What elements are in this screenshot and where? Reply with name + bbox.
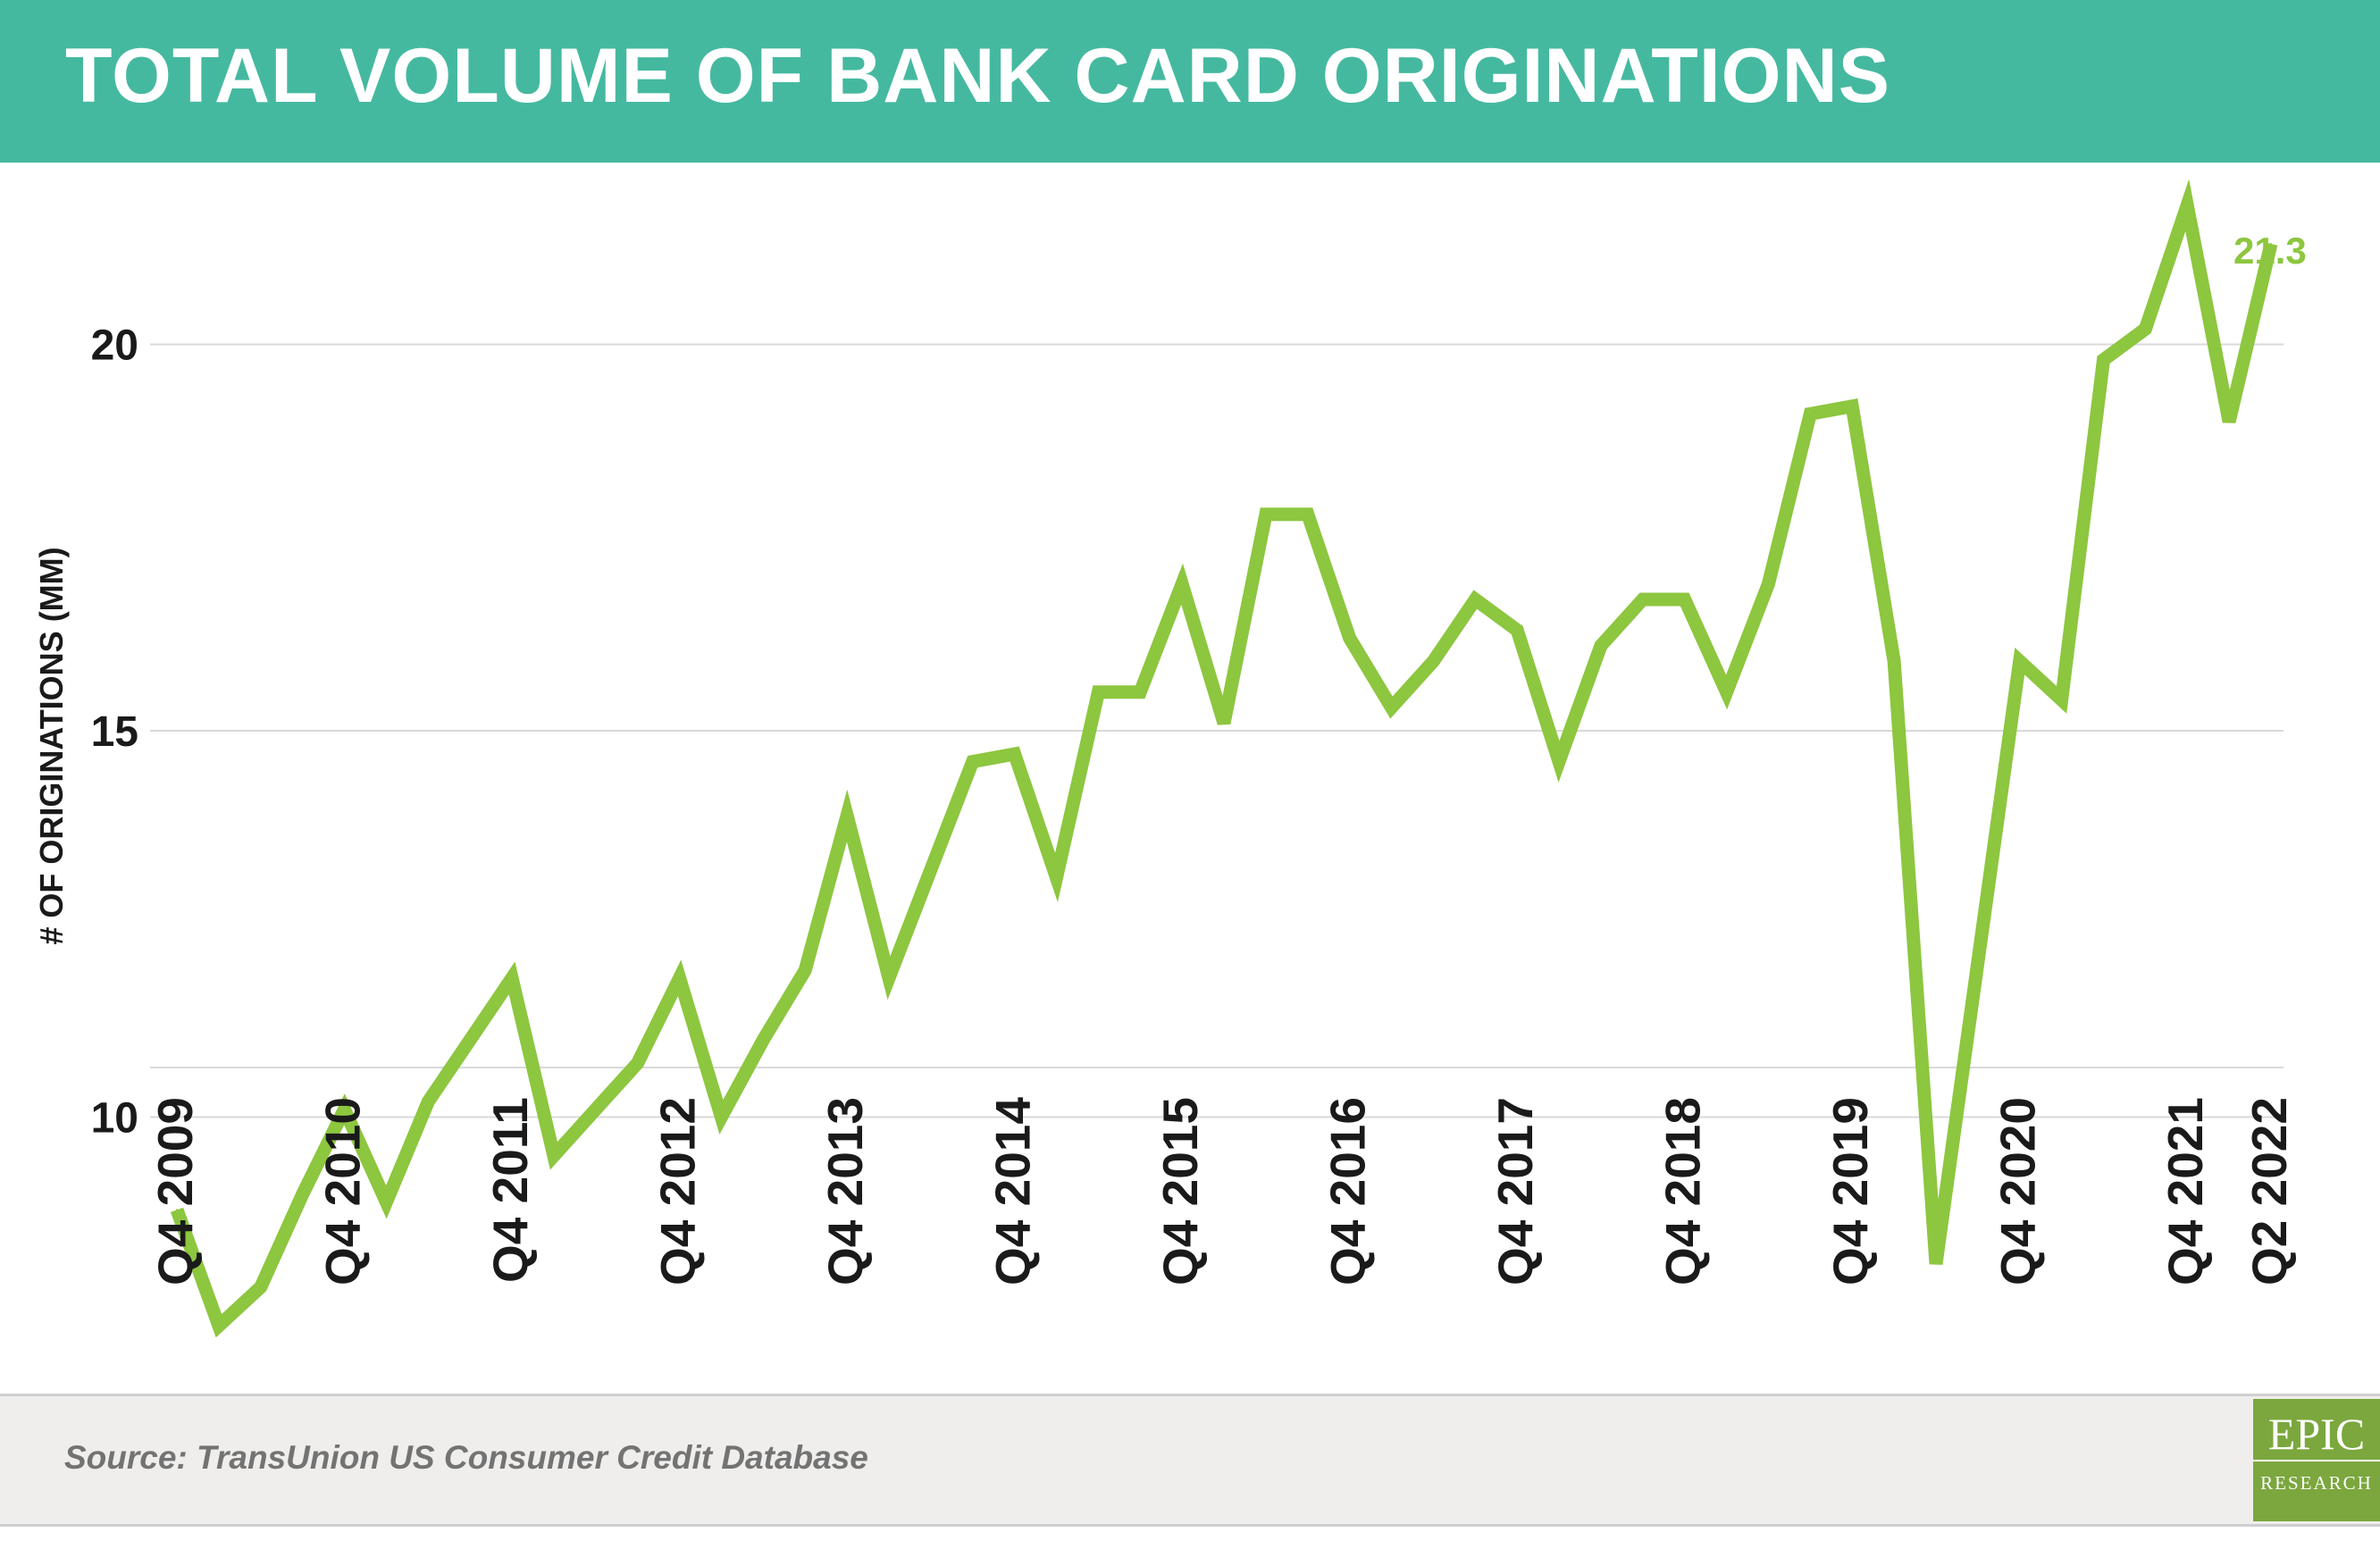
data-point bbox=[511, 976, 513, 979]
x-tick-label: Q4 2018 bbox=[1655, 1097, 1711, 1285]
data-point bbox=[1599, 644, 1602, 647]
data-points bbox=[176, 204, 2272, 1327]
data-point bbox=[176, 1209, 178, 1211]
data-point bbox=[678, 976, 681, 979]
data-point bbox=[888, 976, 890, 979]
data-point bbox=[1893, 660, 1896, 663]
y-tick-labels: 10 15 20 bbox=[91, 322, 138, 1143]
x-tick-labels: Q4 2009 Q4 2010 Q4 2011 Q4 2012 Q4 2013 Q4 20… bbox=[147, 1097, 2297, 1285]
source-note: Source: TransUnion US Consumer Credit Da… bbox=[64, 1439, 868, 1476]
gridlines bbox=[150, 343, 2284, 1118]
x-tick-label: Q4 2016 bbox=[1320, 1097, 1376, 1285]
data-point bbox=[2270, 243, 2272, 245]
title-banner: TOTAL VOLUME OF BANK CARD ORIGINATIONS bbox=[0, 0, 2380, 163]
data-point bbox=[1181, 582, 1184, 585]
x-tick-label: Q4 2020 bbox=[1990, 1097, 2046, 1285]
data-point bbox=[552, 1154, 555, 1157]
data-point bbox=[1264, 513, 1267, 515]
x-tick-label: Q4 2009 bbox=[147, 1097, 203, 1285]
data-point bbox=[1474, 599, 1477, 600]
data-point bbox=[1348, 637, 1351, 640]
data-point bbox=[594, 1108, 597, 1110]
data-point bbox=[1851, 405, 1854, 407]
data-point bbox=[1306, 513, 1309, 515]
x-tick-label: Q2 2022 bbox=[2242, 1097, 2297, 1285]
y-tick-label: 10 bbox=[91, 1095, 138, 1143]
x-tick-label: Q4 2014 bbox=[985, 1097, 1041, 1285]
data-point bbox=[1683, 599, 1686, 600]
data-point bbox=[1055, 876, 1058, 879]
data-point bbox=[846, 815, 849, 817]
data-point bbox=[762, 1039, 765, 1041]
data-point bbox=[1935, 1262, 1937, 1265]
x-tick-label: Q4 2015 bbox=[1152, 1097, 1208, 1285]
data-point bbox=[1725, 691, 1728, 693]
data-point bbox=[2102, 358, 2105, 361]
data-point bbox=[1809, 413, 1812, 415]
y-tick-label: 20 bbox=[91, 322, 138, 370]
data-point bbox=[2144, 328, 2147, 331]
data-point bbox=[385, 1201, 388, 1203]
data-point bbox=[804, 969, 807, 972]
data-point bbox=[1139, 691, 1142, 693]
data-point bbox=[301, 1193, 304, 1195]
data-point bbox=[343, 1108, 346, 1110]
data-point bbox=[2018, 660, 2021, 663]
data-point bbox=[971, 760, 974, 763]
data-point bbox=[1558, 760, 1560, 763]
logo-text: EPIC bbox=[2253, 1411, 2380, 1461]
logo-subtext: RESEARCH bbox=[2260, 1472, 2373, 1494]
data-point bbox=[1767, 582, 1770, 585]
y-tick-label: 15 bbox=[91, 708, 138, 756]
data-point bbox=[2060, 699, 2063, 701]
data-point bbox=[1432, 660, 1435, 663]
data-point bbox=[469, 1039, 472, 1041]
data-point bbox=[1516, 629, 1519, 632]
data-point bbox=[636, 1062, 639, 1064]
data-point bbox=[427, 1101, 430, 1103]
data-point bbox=[1976, 961, 1979, 964]
data-point bbox=[1390, 707, 1393, 708]
data-point bbox=[2228, 421, 2231, 423]
data-point bbox=[720, 1116, 723, 1118]
x-tick-label: Q4 2013 bbox=[817, 1097, 873, 1285]
footer: Source: TransUnion US Consumer Credit Da… bbox=[0, 1394, 2380, 1527]
x-tick-label: Q4 2019 bbox=[1823, 1097, 1878, 1285]
x-tick-label: Q4 2017 bbox=[1488, 1097, 1543, 1285]
x-tick-label: Q4 2021 bbox=[2158, 1097, 2213, 1285]
end-value-label: 21.3 bbox=[2233, 230, 2307, 272]
epic-research-logo: EPIC RESEARCH bbox=[2253, 1399, 2380, 1521]
data-point bbox=[1641, 599, 1644, 600]
x-tick-label: Q4 2010 bbox=[315, 1097, 371, 1285]
data-point bbox=[2186, 204, 2189, 206]
data-point bbox=[259, 1285, 262, 1288]
y-axis-label: # OF ORIGINATIONS (MM) bbox=[33, 547, 70, 944]
data-point bbox=[217, 1325, 220, 1327]
data-point bbox=[1223, 722, 1225, 724]
page-title: TOTAL VOLUME OF BANK CARD ORIGINATIONS bbox=[65, 33, 1891, 119]
data-point bbox=[1097, 691, 1100, 693]
data-point bbox=[1013, 753, 1016, 755]
x-tick-label: Q4 2011 bbox=[482, 1097, 538, 1283]
x-tick-label: Q4 2012 bbox=[650, 1097, 706, 1285]
data-point bbox=[929, 868, 932, 871]
